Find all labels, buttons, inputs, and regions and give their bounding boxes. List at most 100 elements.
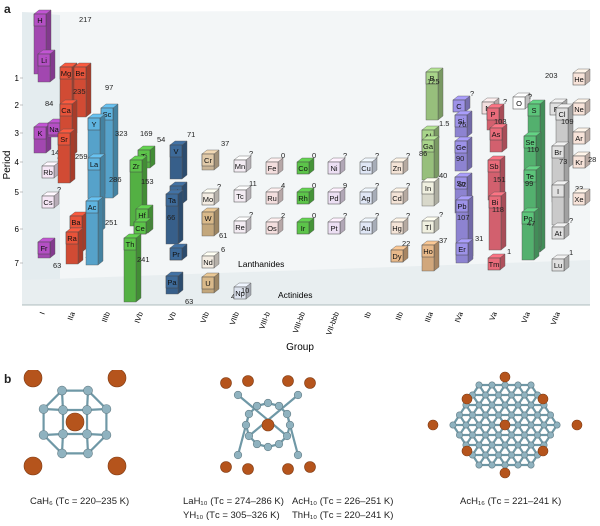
hydrogen-atom xyxy=(252,439,262,449)
hydrogen-atom xyxy=(514,441,522,449)
element-symbol-box xyxy=(572,131,586,145)
element-symbol-box xyxy=(421,244,435,258)
element-symbol: Te xyxy=(526,172,534,181)
hydrogen-atom xyxy=(82,429,92,439)
metal-atom xyxy=(23,370,43,388)
element-symbol: Hf xyxy=(138,211,146,220)
element-cell-ru: Ru 4 xyxy=(265,181,285,205)
element-tc-value: 0 xyxy=(312,181,316,190)
element-symbol-box xyxy=(201,276,215,290)
element-cell-tm: Tm 1 xyxy=(487,247,511,271)
metal-atom xyxy=(23,456,43,476)
hydrogen-atom xyxy=(481,451,489,459)
element-symbol-box xyxy=(572,102,586,116)
element-cell-li: Li 84 xyxy=(37,49,56,108)
element-tc-value: 73 xyxy=(559,157,567,166)
element-symbol-box xyxy=(521,211,535,225)
element-symbol: Bi xyxy=(492,198,499,207)
hydrogen-atom xyxy=(58,405,68,415)
element-tc-value: 63 xyxy=(185,297,193,306)
element-symbol: Ho xyxy=(423,247,433,256)
hydrogen-atom xyxy=(57,385,67,396)
element-symbol-box xyxy=(390,161,404,175)
element-tc-value: 251 xyxy=(105,218,118,227)
metal-atom xyxy=(220,461,232,473)
hydrogen-atom xyxy=(252,401,262,411)
element-symbol-box xyxy=(41,195,55,209)
element-symbol-box xyxy=(421,139,435,153)
element-cell-tl: Tl? xyxy=(421,210,443,234)
element-cell-c: C? xyxy=(452,89,474,113)
element-symbol: Xe xyxy=(574,195,583,204)
element-tc-value: 11 xyxy=(249,179,257,188)
element-tc-value: 63 xyxy=(53,261,61,270)
element-cell-w: W 61 xyxy=(201,207,227,240)
lah10-structure xyxy=(220,375,316,475)
period-tick-label: 5 xyxy=(15,188,20,197)
hydrogen-atom xyxy=(527,381,535,389)
element-symbol: Se xyxy=(525,138,534,147)
element-tc-value: 90 xyxy=(456,154,464,163)
element-cell-au: Au? xyxy=(359,211,379,235)
element-symbol-box xyxy=(454,176,468,190)
element-tc-value: ? xyxy=(375,211,379,220)
element-symbol-box xyxy=(296,221,310,235)
element-symbol-box xyxy=(33,13,47,27)
element-symbol: Np xyxy=(235,289,245,298)
element-symbol-box xyxy=(201,192,215,206)
element-symbol-box xyxy=(551,145,565,159)
element-symbol: Ne xyxy=(574,105,584,114)
element-symbol-box xyxy=(169,247,183,261)
hydrogen-atom xyxy=(527,461,535,469)
group-tick-label: VIb xyxy=(199,311,211,325)
caption-cah6: CaH₆ (Tᴄ = 220–235 K) xyxy=(30,496,130,507)
group-tick-label: IIIb xyxy=(100,311,112,324)
bar-side xyxy=(135,233,142,303)
element-symbol-box xyxy=(265,191,279,205)
element-cell-rh: Rh 0 xyxy=(296,181,316,205)
group-tick-label: Vb xyxy=(166,311,178,323)
hydrogen-atom xyxy=(520,411,528,419)
element-cell-os: Os 2 xyxy=(265,211,285,235)
hydrogen-atom xyxy=(507,431,515,439)
element-symbol: Br xyxy=(554,148,562,157)
caption-lah10: LaH₁₀ (Tᴄ = 274–286 K) xyxy=(183,496,284,507)
element-cell-cu: Cu? xyxy=(359,151,379,175)
element-symbol: Ga xyxy=(423,142,434,151)
element-symbol: Po xyxy=(523,214,532,223)
hydrogen-atom xyxy=(241,420,251,430)
element-tc-value: 2 xyxy=(281,211,285,220)
element-symbol: Sc xyxy=(103,110,112,119)
bar-side xyxy=(466,136,473,172)
element-tc-value: 84 xyxy=(45,99,53,108)
hydrogen-atom xyxy=(263,442,273,452)
element-cell-zn: Zn? xyxy=(390,151,410,175)
element-symbol-box xyxy=(551,184,565,198)
element-symbol-box xyxy=(37,53,51,67)
element-cell-ge: Ge 90 xyxy=(454,136,473,172)
hydrogen-atom xyxy=(488,461,496,469)
bar-side xyxy=(466,110,473,138)
hydrogen-atom xyxy=(488,441,496,449)
element-symbol: Ba xyxy=(71,218,81,227)
element-cell-hg: Hg? xyxy=(390,211,410,235)
element-symbol-box xyxy=(527,103,541,117)
element-tc-value: ? xyxy=(375,151,379,160)
element-symbol-box xyxy=(233,286,247,300)
element-symbol: Na xyxy=(49,125,59,134)
table-back-wall xyxy=(22,10,590,305)
element-tc-value: 109 xyxy=(561,117,574,126)
element-symbol-box xyxy=(73,66,87,80)
hydrogen-atom xyxy=(468,431,476,439)
element-symbol: Ir xyxy=(301,224,306,233)
structure-illustrations xyxy=(23,370,583,479)
element-tc-value: 118 xyxy=(492,205,504,214)
element-symbol: Ge xyxy=(456,143,466,152)
hydrogen-atom xyxy=(481,411,489,419)
element-tc-value: 22 xyxy=(402,239,410,248)
element-tc-value: 47 xyxy=(527,219,535,228)
element-symbol-box xyxy=(512,96,526,110)
element-cell-pa: Pa 63 xyxy=(165,271,193,306)
